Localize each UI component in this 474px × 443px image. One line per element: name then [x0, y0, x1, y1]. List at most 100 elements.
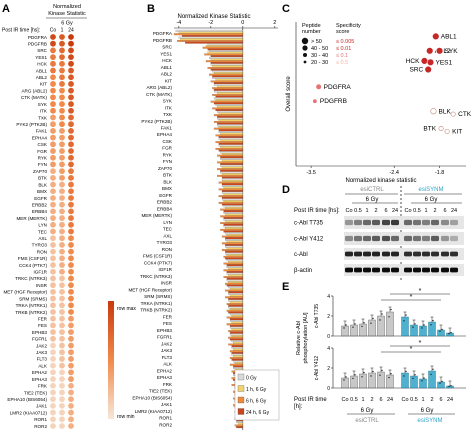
panel-a-dot — [59, 201, 65, 208]
panel-d-band — [363, 267, 371, 273]
panel-c-point-label: ABL1 — [441, 33, 457, 40]
panel-a-kinase-label: ITK — [40, 109, 48, 114]
panel-b-bar — [226, 247, 243, 250]
panel-a-dot — [50, 87, 56, 94]
panel-b-kinase-label: ERBB2 — [157, 200, 173, 205]
panel-a-kinase-label: EPHA10 (BIS6054) — [7, 397, 47, 402]
panel-a-dot — [59, 396, 65, 403]
panel-e-replicate-dot — [372, 317, 374, 320]
panel-b-bar — [228, 267, 243, 270]
panel-a-dot — [68, 161, 74, 168]
panel-b-bar — [229, 326, 243, 329]
panel-a-kinase-label: EGFR — [34, 196, 47, 201]
panel-a-dot — [59, 235, 65, 242]
panel-e-subplot-label: c-Abl Y412 — [314, 356, 320, 381]
panel-a-dot — [50, 67, 56, 74]
panel-b-bar — [223, 255, 243, 258]
panel-e-bar — [368, 372, 376, 389]
panel-b-bar — [215, 141, 243, 144]
panel-e-replicate-dot — [381, 369, 383, 372]
panel-b-kinase-label: RYK — [163, 152, 173, 157]
panel-b-bar — [228, 298, 243, 300]
panel-a-dot — [59, 329, 65, 336]
panel-a-dot — [59, 195, 65, 201]
panel-b-bar — [221, 176, 243, 179]
panel-b-bar — [210, 80, 243, 83]
panel-b-bar — [231, 352, 243, 354]
panel-a-dot — [50, 154, 56, 161]
panel-a-dot — [68, 60, 74, 67]
panel-e-dose: 6 Gy — [421, 408, 434, 414]
panel-d-lane-time: 2 — [433, 208, 436, 214]
panel-c-spec-legend-label: ≤ 0.01 — [336, 46, 351, 52]
panel-c-point — [426, 58, 435, 67]
panel-b-bar — [220, 169, 243, 172]
panel-b-bar — [213, 83, 243, 86]
panel-b-kinase-label: CSK — [163, 139, 173, 144]
panel-a-kinase-label: TRKB (NTRK2) — [15, 310, 47, 315]
panel-b-kinase-label: CCK4 (PTK7) — [144, 260, 173, 265]
panel-e-sig-star: * — [410, 346, 413, 353]
panel-d-band — [450, 219, 458, 226]
panel-e-replicate-dot — [450, 332, 452, 334]
panel-a-kinase-label: FLT3 — [37, 357, 48, 362]
panel-a-dot — [68, 423, 74, 429]
panel-d-band — [382, 235, 390, 242]
panel-d-band — [450, 267, 458, 273]
panel-a-dot — [59, 74, 65, 81]
panel-d-band — [404, 267, 412, 273]
panel-b-bar — [210, 63, 243, 66]
panel-b-bar — [218, 112, 243, 115]
panel-b-kinase-label: JAK2 — [161, 341, 172, 346]
panel-b-bar — [218, 195, 243, 198]
panel-d-band — [441, 267, 449, 273]
panel-b-kinase-label: KIT — [165, 78, 172, 83]
panel-d-lane-time: 2 — [374, 208, 377, 214]
panel-a-dot — [68, 81, 74, 87]
panel-d-band — [391, 235, 399, 242]
panel-b-bar — [180, 38, 243, 41]
panel-e-sig-star: * — [419, 288, 422, 295]
panel-a-dot — [68, 242, 74, 248]
panel-a-dot — [59, 127, 65, 134]
panel-e-bar — [368, 319, 376, 337]
panel-a-dot — [68, 127, 74, 134]
panel-a-dot — [59, 409, 65, 416]
panel-a-dot — [50, 342, 56, 349]
panel-b-kinase-label: FER — [163, 314, 173, 319]
panel-b-bar — [221, 242, 243, 245]
panel-a-dot — [59, 54, 65, 61]
panel-a-dot — [68, 121, 74, 128]
panel-e-bar — [401, 372, 409, 389]
panel-a-kinase-label: EPHA3 — [32, 377, 48, 382]
panel-a-dot — [68, 235, 74, 242]
panel-a-dot — [50, 262, 56, 268]
panel-a-kinase-label: MET (HGF Receptor) — [3, 290, 47, 295]
panel-c-point-label: PDGFRB — [320, 98, 347, 105]
panel-e-replicate-dot — [390, 308, 392, 311]
panel-c-point-label: PDGFRA — [324, 84, 352, 91]
panel-d-band — [413, 267, 421, 273]
panel-b-bar — [226, 233, 243, 236]
panel-d-band — [391, 219, 399, 226]
panel-b-bar — [225, 232, 243, 235]
panel-a-dot — [68, 208, 74, 215]
panel-a-dot — [68, 74, 74, 81]
panel-b-kinase-label: LYN — [163, 220, 172, 225]
panel-b-bar — [221, 159, 243, 162]
panel-c-point-label: HCK — [406, 58, 420, 65]
panel-a-dot — [50, 356, 56, 362]
panel-b-bar — [223, 186, 243, 189]
panel-b-bar — [223, 217, 243, 219]
panel-b-bar — [221, 166, 243, 169]
panel-b-bar — [229, 294, 243, 297]
panel-b-bar — [220, 132, 243, 135]
panel-b-kinase-label: FYN — [163, 159, 172, 164]
panel-e-replicate-dot — [414, 323, 416, 325]
panel-a-dot — [50, 127, 56, 134]
panel-e-lane-time: 2 — [430, 397, 433, 403]
panel-b-bar — [236, 426, 243, 429]
panel-d-lane-time: Co — [404, 208, 411, 214]
panel-c-spec-legend-label: ≤ 0.5 — [336, 60, 348, 66]
panel-b-bar — [178, 31, 243, 34]
